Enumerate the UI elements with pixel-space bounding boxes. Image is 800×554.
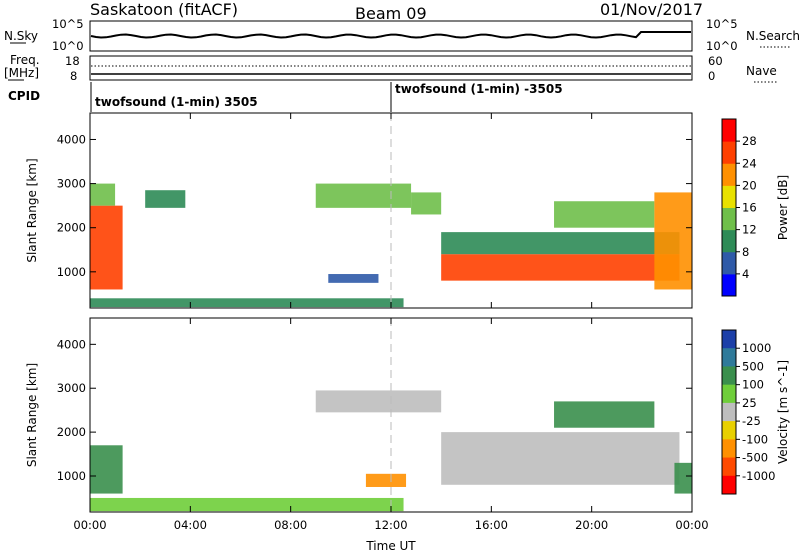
freq-panel: Freq. [MHz] 18 8 60 0 Nave: [4, 53, 778, 83]
colorbar-tick-label: 25: [742, 396, 757, 410]
data-region: [654, 192, 692, 290]
colorbar-tick-label: -100: [742, 432, 768, 446]
data-region: [90, 298, 404, 308]
nsearch-label: N.Search: [746, 29, 800, 43]
colorbar-tick-label: 8: [742, 245, 749, 259]
colorbar-tick-label: -1000: [742, 469, 775, 483]
data-region: [674, 462, 692, 494]
freq-tick-high: 18: [65, 54, 80, 68]
colorbar-label: Power [dB]: [776, 175, 790, 240]
data-region: [441, 254, 680, 281]
colorbar-tick-label: 4: [742, 267, 749, 281]
colorbar-tick-label: 12: [742, 223, 757, 237]
colorbar-tick-label: 1000: [742, 341, 771, 355]
data-region: [554, 201, 655, 228]
colorbar-swatch: [722, 207, 736, 231]
colorbar-swatch: [722, 475, 736, 495]
x-tick-label: 04:00: [174, 518, 207, 532]
colorbar-tick-label: 500: [742, 359, 764, 373]
colorbar-tick-label: -25: [742, 414, 761, 428]
y-tick-label: 2000: [57, 425, 86, 439]
colorbar-swatch: [722, 384, 736, 404]
data-region: [441, 232, 680, 255]
cpid-panel: CPID twofsound (1-min) 3505 twofsound (1…: [8, 82, 563, 112]
beam-label: Beam 09: [355, 4, 427, 23]
data-region: [315, 183, 412, 208]
data-region: [554, 401, 655, 428]
nsky-tick-high: 10^5: [52, 17, 84, 31]
x-tick-label: 20:00: [575, 518, 608, 532]
data-region: [145, 190, 186, 208]
colorbar-tick-label: 20: [742, 178, 757, 192]
y-axis-label: Slant Range [km]: [25, 363, 39, 467]
colorbar-swatch: [722, 273, 736, 297]
power-panel: 1000 2000 3000 4000 Slant Range [km] 4 8 12 16 20…: [25, 112, 790, 309]
y-tick-label: 3000: [57, 381, 86, 395]
y-tick-label: 2000: [57, 221, 86, 235]
x-tick-label: 12:00: [374, 518, 407, 532]
freq-label-1: Freq.: [10, 53, 40, 67]
y-axis-label: Slant Range [km]: [25, 158, 39, 262]
colorbar-swatch: [722, 439, 736, 459]
y-tick-label: 4000: [57, 337, 86, 351]
nave-tick-high: 60: [708, 54, 723, 68]
nsearch-tick-low: 10^0: [706, 39, 738, 53]
colorbar-swatch: [722, 366, 736, 386]
nsky-label: N.Sky: [4, 29, 38, 43]
colorbar-tick-label: 24: [742, 156, 757, 170]
x-tick-label: 08:00: [274, 518, 307, 532]
colorbar-frame: [721, 329, 737, 495]
colorbar-tick-label: 28: [742, 134, 757, 148]
freq-tick-low: 8: [70, 69, 77, 83]
nsearch-tick-high: 10^5: [706, 17, 738, 31]
y-tick-label: 1000: [57, 265, 86, 279]
colorbar-swatch: [722, 163, 736, 186]
data-region: [411, 192, 442, 215]
colorbar-label: Velocity [m s^-1]: [776, 360, 790, 464]
data-region: [328, 274, 379, 283]
colorbar-swatch: [722, 141, 736, 164]
nave-label: Nave: [746, 64, 777, 78]
cpid-entry-2: twofsound (1-min) -3505: [395, 82, 563, 96]
x-axis-label: Time UT: [365, 539, 416, 553]
x-tick-label: 00:00: [675, 518, 708, 532]
cpid-entry-1: twofsound (1-min) 3505: [95, 95, 258, 109]
data-region: [90, 205, 123, 290]
colorbar-tick-label: -500: [742, 451, 768, 465]
y-tick-label: 3000: [57, 177, 86, 191]
x-tick-label: 16:00: [475, 518, 508, 532]
velocity-panel: 1000 2000 3000 4000 00:00 04:00 08:00 12:00 16:0…: [25, 317, 790, 532]
nave-tick-low: 0: [708, 69, 715, 83]
colorbar-tick-label: 16: [742, 201, 757, 215]
colorbar-swatch: [722, 185, 736, 208]
colorbar-swatch: [722, 421, 736, 440]
nsky-panel: N.Sky 10^5 10^0 10^5 10^0 N.Search: [4, 17, 800, 53]
data-region: [90, 183, 116, 206]
nsky-trace: [90, 31, 691, 39]
colorbar-swatch: [722, 402, 736, 422]
station-title: Saskatoon (fitACF): [90, 0, 238, 19]
colorbar-swatch: [722, 251, 736, 275]
date-label: 01/Nov/2017: [600, 0, 703, 19]
data-region: [90, 445, 123, 494]
data-region: [365, 473, 407, 487]
colorbar-swatch: [722, 348, 736, 367]
y-tick-label: 1000: [57, 469, 86, 483]
y-tick-label: 4000: [57, 132, 86, 146]
nsky-tick-low: 10^0: [52, 39, 84, 53]
colorbar-swatch: [722, 119, 736, 142]
data-region: [441, 432, 680, 485]
x-tick-label: 00:00: [73, 518, 106, 532]
colorbar-swatch: [722, 330, 736, 349]
freq-label-2: [MHz]: [4, 66, 39, 80]
colorbar-swatch: [722, 457, 736, 477]
data-region: [90, 497, 404, 512]
colorbar-tick-label: 100: [742, 378, 764, 392]
cpid-label: CPID: [8, 89, 40, 103]
colorbar-swatch: [722, 229, 736, 253]
data-region: [315, 390, 442, 413]
